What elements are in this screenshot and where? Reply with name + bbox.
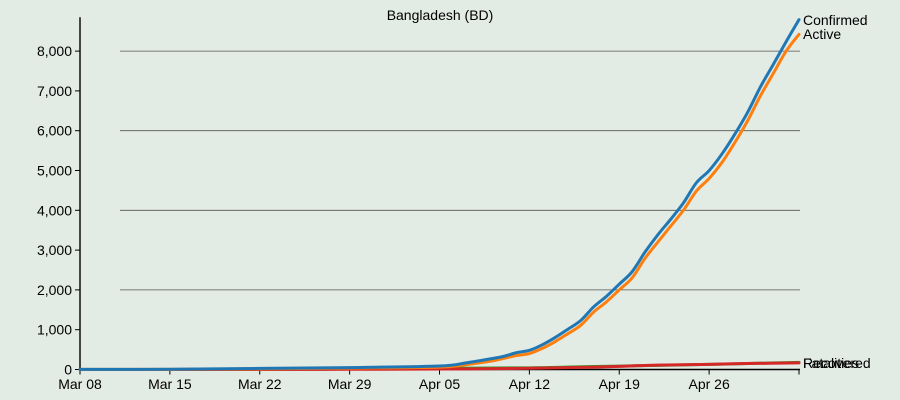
- series-line-confirmed: [78, 18, 801, 371]
- end-label-recovered: Recovered: [803, 355, 871, 371]
- x-tick-label: Apr 12: [509, 376, 550, 392]
- y-tick-label: 4,000: [37, 202, 72, 218]
- x-tick-label: Mar 08: [58, 376, 102, 392]
- y-tick-label: 1,000: [37, 322, 72, 338]
- y-tick-label: 6,000: [37, 123, 72, 139]
- end-label-fatalities: Fatalities: [803, 355, 859, 371]
- series-line-active: [78, 32, 801, 371]
- x-tick-label: Mar 29: [328, 376, 372, 392]
- end-label-confirmed: Confirmed: [803, 12, 868, 28]
- x-tick-label: Apr 05: [419, 376, 460, 392]
- y-tick-label: 3,000: [37, 242, 72, 258]
- end-label-active: Active: [803, 26, 841, 42]
- y-tick-label: 8,000: [37, 43, 72, 59]
- y-tick-label: 2,000: [37, 282, 72, 298]
- series-lines: [78, 18, 801, 371]
- ticks: 0 1,000 2,000 3,000 4,000 5,000 6,000 7,000 8,00…: [37, 43, 800, 392]
- x-tick-label: Apr 19: [599, 376, 640, 392]
- x-tick-label: Mar 15: [148, 376, 192, 392]
- y-tick-label: 5,000: [37, 163, 72, 179]
- y-tick-label: 0: [64, 362, 72, 378]
- axes: [79, 17, 800, 371]
- y-tick-label: 7,000: [37, 83, 72, 99]
- x-tick-label: Mar 22: [238, 376, 282, 392]
- gridlines: [120, 50, 800, 291]
- chart-title: Bangladesh (BD): [387, 7, 494, 23]
- x-tick-label: Apr 26: [689, 376, 730, 392]
